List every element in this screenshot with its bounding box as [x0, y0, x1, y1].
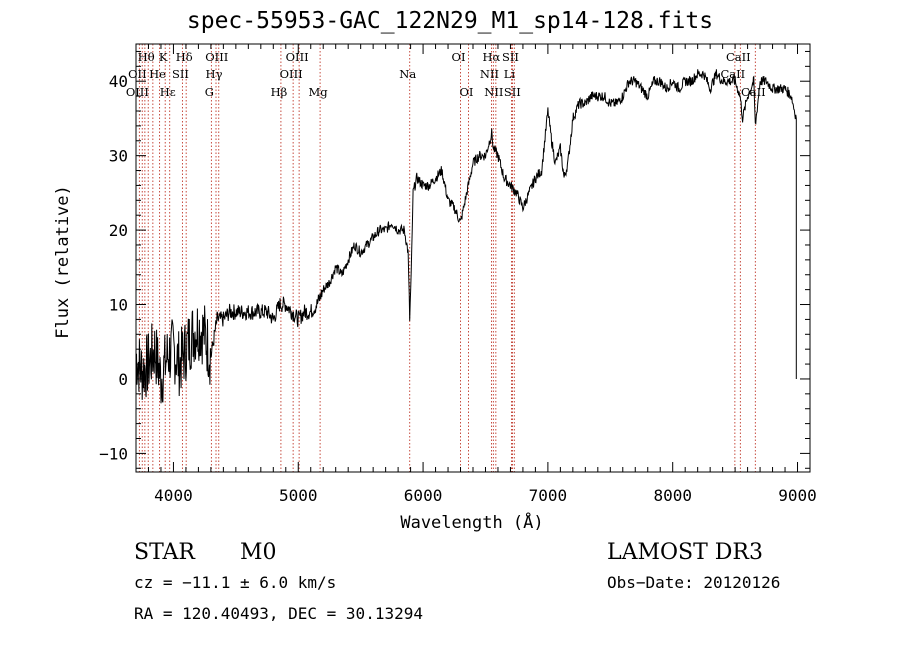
line-label: He [149, 67, 166, 81]
y-axis-label: Flux (relative) [53, 185, 73, 339]
line-label: OII [128, 67, 147, 81]
coordinates: RA = 120.40493, DEC = 30.13294 [134, 604, 423, 623]
y-tick-label: 40 [109, 72, 128, 91]
x-tick-label: 7000 [529, 486, 568, 505]
line-label: Li [504, 67, 516, 81]
line-label: CaII [720, 67, 745, 81]
x-tick-label: 9000 [778, 486, 817, 505]
line-label: Hβ [271, 85, 288, 99]
x-tick-label: 6000 [404, 486, 443, 505]
spectrum-line [135, 69, 797, 404]
line-label: SII [172, 67, 189, 81]
line-label: OI [460, 85, 474, 99]
line-label: Hε [160, 85, 176, 99]
y-tick-label: 20 [109, 221, 128, 240]
y-tick-label: 0 [118, 370, 128, 389]
line-label: Hγ [206, 67, 223, 81]
line-label: Mg [309, 85, 329, 99]
line-label: SII [504, 85, 521, 99]
x-axis-ticks: 4000 5000 6000 7000 8000 9000 [147, 44, 817, 505]
line-label: Hθ [138, 50, 155, 64]
chart-title: spec-55953-GAC_122N29_M1_sp14-128.fits [186, 8, 714, 34]
line-label: OIII [205, 50, 228, 64]
survey-name: LAMOST DR3 [607, 540, 763, 565]
line-label: K [159, 50, 168, 64]
x-tick-label: 8000 [653, 486, 692, 505]
axes-frame [135, 43, 811, 473]
y-tick-label: −10 [99, 444, 128, 463]
x-tick-label: 5000 [279, 486, 318, 505]
line-label: G [205, 85, 214, 99]
y-axis-ticks: −10 0 10 20 30 40 [99, 50, 810, 469]
line-label: OIII [280, 67, 303, 81]
line-label: CaII [741, 85, 766, 99]
y-tick-label: 10 [109, 296, 128, 315]
redshift-value: cz = −11.1 ± 6.0 km/s [134, 573, 337, 592]
line-label: Hα [482, 50, 500, 64]
plot-frame [135, 43, 811, 473]
spectrum-series [135, 69, 797, 404]
line-label: Na [399, 67, 416, 81]
line-label: SII [502, 50, 519, 64]
x-axis-label: Wavelength (Å) [400, 511, 543, 533]
line-label: OI [452, 50, 466, 64]
line-label: NII [484, 85, 503, 99]
line-markers [138, 44, 756, 472]
line-label: CaII [726, 50, 751, 64]
line-label: NII [480, 67, 499, 81]
object-class: STAR [134, 540, 195, 565]
line-label: OIII [286, 50, 309, 64]
observation-date: Obs−Date: 20120126 [607, 573, 781, 592]
object-subclass: M0 [240, 540, 277, 565]
line-label: Hδ [176, 50, 193, 64]
x-tick-label: 4000 [154, 486, 193, 505]
y-tick-label: 30 [109, 147, 128, 166]
line-label: OIII [126, 85, 149, 99]
